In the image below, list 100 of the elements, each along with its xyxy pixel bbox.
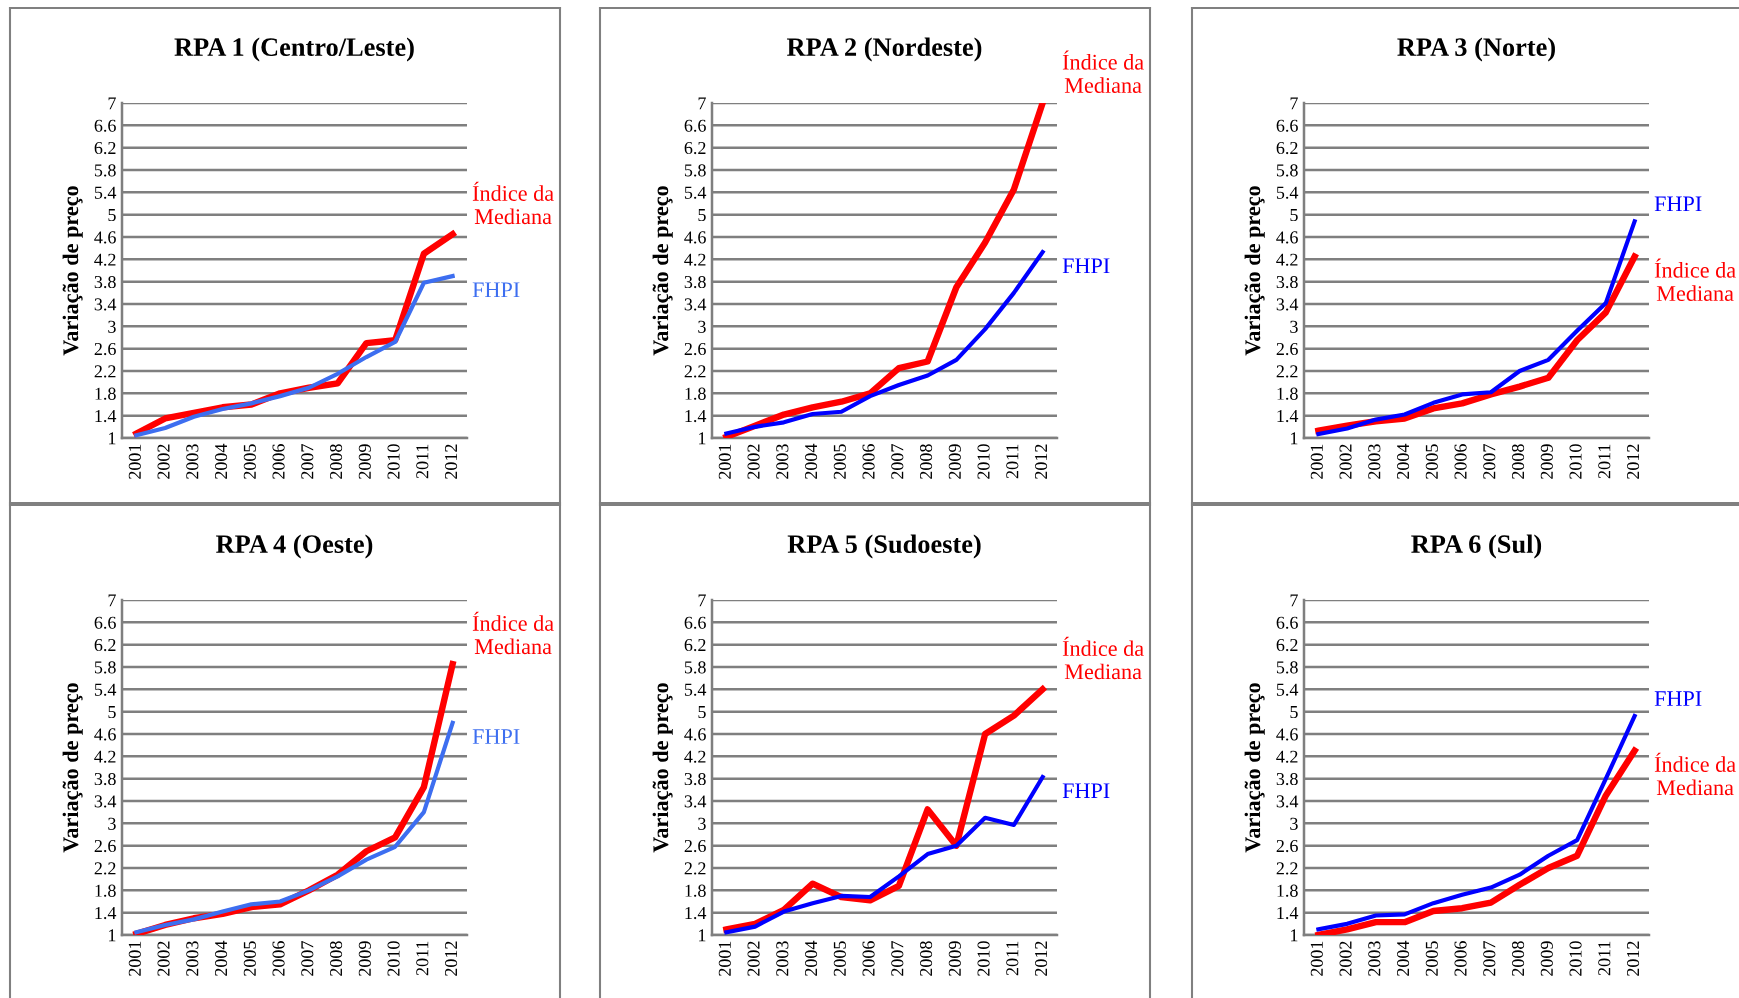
y-tick-label: 7 <box>698 97 706 110</box>
x-tick-label: 2012 <box>1034 444 1048 479</box>
y-tick-label: 5 <box>698 209 706 222</box>
x-tick-label: 2008 <box>1511 444 1525 479</box>
line-series <box>134 720 455 935</box>
y-tick-label: 1 <box>1291 929 1298 942</box>
x-tick-label: 2010 <box>387 941 400 976</box>
x-tick-label: 2010 <box>1569 444 1582 479</box>
x-tick-label: 2010 <box>977 444 990 479</box>
x-tick-label: 2012 <box>444 941 458 976</box>
y-tick-label: 4.6 <box>94 728 116 741</box>
x-tick-label: 2003 <box>1368 444 1381 479</box>
y-tick-label: 7 <box>1290 594 1298 607</box>
x-tick-label: 2006 <box>272 444 285 479</box>
x-tick-label: 2008 <box>919 941 933 976</box>
x-tick-label: 2011 <box>1598 941 1611 976</box>
line-series <box>724 774 1045 935</box>
x-tick-label: 2001 <box>128 941 141 976</box>
y-tick-label: 1.8 <box>685 884 706 897</box>
y-axis-title: Variação de preço <box>652 186 673 356</box>
y-tick-label: 5.8 <box>94 164 116 177</box>
y-tick-label: 4.2 <box>94 253 116 266</box>
y-axis-title: Variação de preço <box>1244 186 1265 356</box>
y-tick-label: 1.4 <box>95 907 117 920</box>
x-tick-label: 2007 <box>891 941 904 976</box>
y-tick-label: 2.2 <box>684 862 706 875</box>
series-label: Índice da Mediana <box>1062 636 1144 680</box>
y-tick-label: 3.8 <box>1276 772 1298 786</box>
y-tick-label: 1.8 <box>1277 884 1298 897</box>
x-tick-label: 2004 <box>804 443 818 479</box>
y-tick-label: 3.4 <box>684 298 707 311</box>
x-tick-label: 2008 <box>1511 941 1525 976</box>
x-tick-label: 2007 <box>301 941 314 976</box>
y-tick-label: 5.4 <box>94 186 117 199</box>
x-tick-label: 2008 <box>329 444 343 479</box>
y-tick-label: 6.6 <box>1276 119 1298 132</box>
y-tick-label: 5.4 <box>1276 186 1299 199</box>
series-label: Índice da Mediana <box>1654 258 1736 301</box>
x-tick-label: 2004 <box>1396 940 1410 976</box>
y-tick-label: 1.8 <box>95 884 116 897</box>
y-tick-label: 2.2 <box>1276 862 1298 875</box>
y-tick-label: 1.8 <box>1277 387 1298 400</box>
x-tick-label: 2001 <box>718 444 731 479</box>
y-tick-label: 4.2 <box>684 750 706 763</box>
y-tick-label: 3 <box>108 817 116 830</box>
chart-title: RPA 3 (Norte) <box>1397 37 1555 62</box>
x-tick-label: 2005 <box>1425 444 1438 479</box>
y-tick-label: 7 <box>1290 97 1298 110</box>
x-tick-label: 2009 <box>358 444 371 479</box>
series-label: FHPI <box>1062 783 1110 798</box>
y-tick-label: 3 <box>698 320 706 333</box>
y-tick-label: 6.2 <box>1276 141 1298 155</box>
y-tick-label: 6.2 <box>684 638 706 652</box>
y-tick-label: 7 <box>108 594 116 607</box>
y-tick-label: 2.2 <box>684 365 706 378</box>
y-tick-label: 5 <box>1290 209 1298 222</box>
x-tick-label: 2004 <box>804 940 818 976</box>
y-tick-label: 3.8 <box>94 772 116 786</box>
series-label: FHPI <box>1654 196 1702 212</box>
y-tick-label: 3 <box>108 320 116 333</box>
chart-title: RPA 6 (Sul) <box>1411 534 1542 559</box>
x-tick-label: 2009 <box>1540 941 1553 976</box>
y-tick-label: 3 <box>698 817 706 830</box>
y-tick-label: 2.2 <box>94 365 116 378</box>
series-label: Índice da Mediana <box>472 181 554 225</box>
x-tick-label: 2011 <box>416 941 429 976</box>
y-tick-label: 4.2 <box>684 253 706 266</box>
series-label: FHPI <box>472 282 520 298</box>
x-tick-label: 2009 <box>948 941 961 976</box>
y-tick-label: 2.6 <box>684 342 706 356</box>
y-tick-label: 5.8 <box>684 661 706 674</box>
y-tick-label: 3.4 <box>684 795 707 808</box>
y-tick-label: 4.6 <box>1276 728 1298 741</box>
y-tick-label: 5 <box>698 706 706 719</box>
x-tick-label: 2003 <box>186 444 199 479</box>
y-tick-label: 3.8 <box>684 275 706 289</box>
y-tick-label: 2.6 <box>1276 839 1298 853</box>
x-tick-label: 2001 <box>1310 941 1323 976</box>
chart-title: RPA 2 (Nordeste) <box>786 37 982 62</box>
x-tick-label: 2005 <box>833 444 846 479</box>
x-tick-label: 2012 <box>1626 444 1640 479</box>
x-tick-label: 2002 <box>157 941 170 976</box>
x-tick-label: 2012 <box>1034 941 1048 976</box>
y-tick-label: 1.8 <box>685 387 706 400</box>
x-tick-label: 2006 <box>1454 444 1467 479</box>
y-tick-label: 3.8 <box>94 275 116 289</box>
y-tick-label: 6.2 <box>94 141 116 155</box>
y-tick-label: 1.4 <box>1277 907 1299 920</box>
x-tick-label: 2007 <box>1483 941 1496 976</box>
y-tick-label: 3.4 <box>1276 298 1299 311</box>
x-tick-label: 2003 <box>776 444 789 479</box>
x-tick-label: 2005 <box>243 444 256 479</box>
y-tick-label: 1.4 <box>685 907 707 920</box>
series-label: Índice da Mediana <box>1654 752 1736 796</box>
x-tick-label: 2001 <box>718 941 731 976</box>
x-tick-label: 2001 <box>128 444 141 479</box>
x-tick-label: 2001 <box>1310 444 1323 479</box>
y-tick-label: 6.2 <box>94 638 116 652</box>
series-label: FHPI <box>472 729 520 744</box>
y-tick-label: 3.4 <box>1276 795 1299 808</box>
